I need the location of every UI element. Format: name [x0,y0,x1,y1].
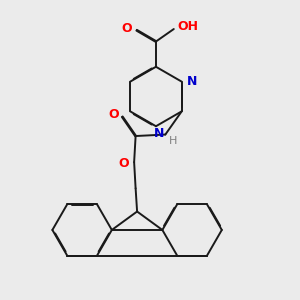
Text: H: H [169,136,177,146]
Text: O: O [118,157,129,170]
Text: O: O [122,22,132,35]
Text: N: N [187,75,197,88]
Text: OH: OH [177,20,198,33]
Text: O: O [108,108,119,121]
Text: N: N [154,127,164,140]
